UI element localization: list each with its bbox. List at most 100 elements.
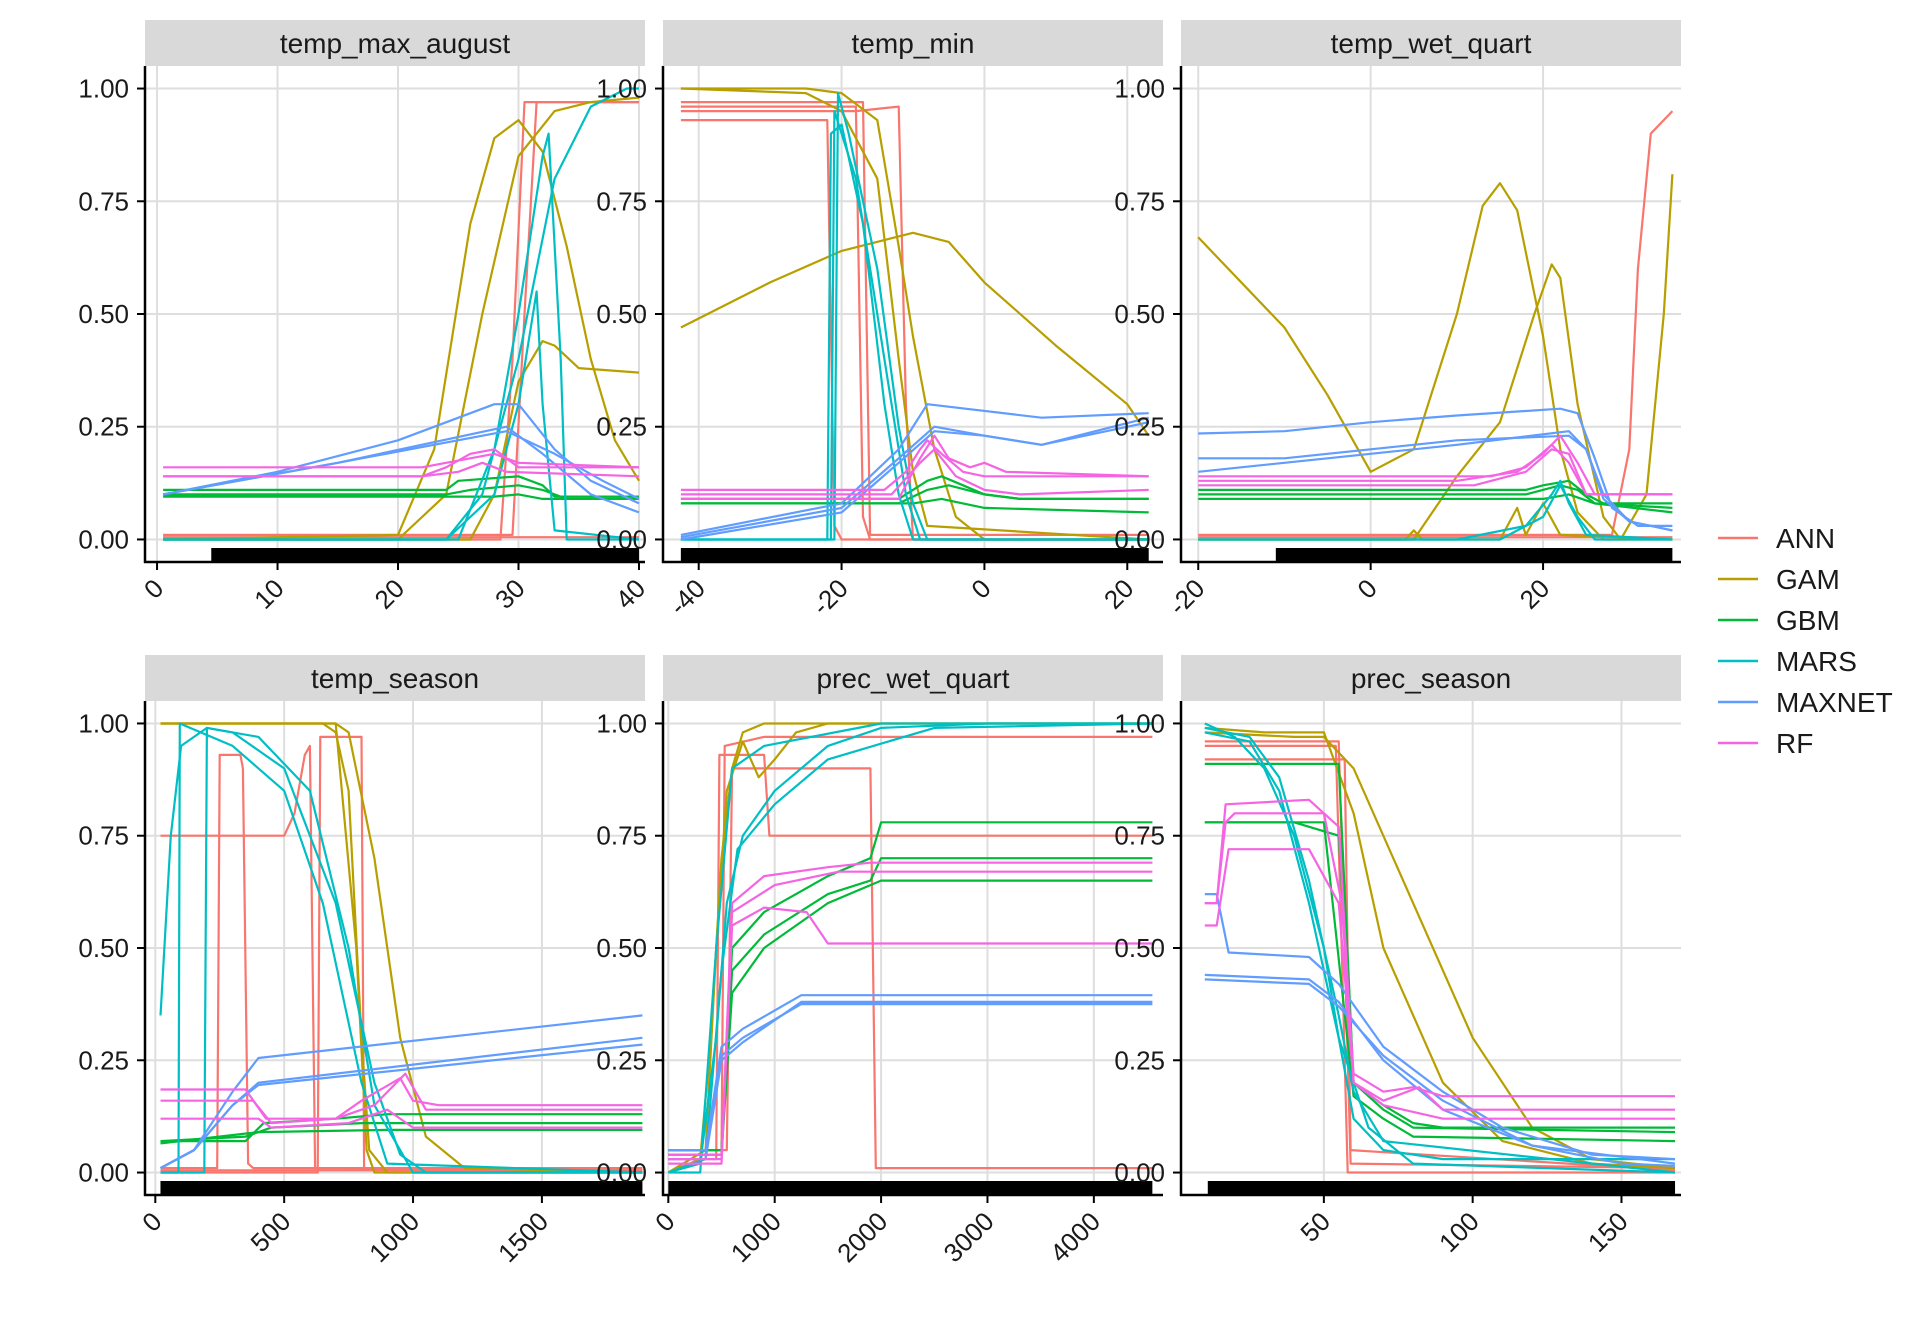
x-tick-label: 10	[248, 573, 290, 615]
grid	[1181, 701, 1681, 1195]
y-tick-label: 0.25	[78, 1045, 129, 1075]
series-line-maxnet	[1204, 893, 1676, 1161]
series-line-rf	[163, 461, 640, 478]
series-line-rf	[1204, 848, 1675, 1111]
facet-panel: temp_season 0.00 0.25 0.50 0.75 1.00 0 500 1000 1…	[78, 655, 645, 1268]
series-lines	[162, 87, 640, 541]
facet-panels: temp_max_august 0.00 0.25 0.50 0.75 1.00 0 10 20…	[78, 20, 1681, 1268]
x-tick-label: 500	[245, 1206, 297, 1258]
facet-panel: temp_max_august 0.00 0.25 0.50 0.75 1.00 0 10 20…	[78, 20, 651, 615]
x-tick-label: 3000	[938, 1206, 1000, 1268]
y-tick-label: 0.25	[78, 412, 129, 442]
facet-title: prec_wet_quart	[816, 663, 1009, 694]
legend-item: MAXNET	[1718, 687, 1893, 718]
legend-item: GAM	[1718, 564, 1840, 595]
rug-marks	[668, 1181, 1153, 1194]
y-tick-label: 0.75	[1114, 186, 1165, 216]
series-line-gam	[1204, 726, 1676, 1170]
series-line-mars	[680, 92, 1149, 541]
y-tick-label: 0.75	[78, 186, 129, 216]
x-tick-label: 0	[138, 573, 169, 604]
x-tick-label: 0	[136, 1206, 167, 1237]
series-line-gam	[163, 96, 640, 541]
series-line-mars	[668, 722, 1153, 1174]
y-tick-label: 1.00	[596, 74, 647, 104]
series-line-gbm	[160, 1122, 643, 1143]
grid	[145, 66, 645, 562]
x-tick-label: 20	[1098, 573, 1140, 615]
y-tick-label: 0.00	[596, 524, 647, 554]
series-line-gbm	[163, 475, 639, 498]
series-line-gbm	[1204, 821, 1676, 1143]
x-tick-label: 20	[369, 573, 411, 615]
legend-label: GAM	[1776, 564, 1840, 595]
series-line-ann	[160, 735, 643, 1174]
series-line-mars	[163, 132, 639, 541]
series-line-maxnet	[1204, 973, 1676, 1167]
series-line-rf	[680, 434, 1149, 500]
series-line-ann	[160, 744, 643, 1172]
legend-label: GBM	[1776, 605, 1840, 636]
rug	[1275, 548, 1673, 561]
x-tick-label: 30	[489, 573, 531, 615]
x-tick-label: -40	[663, 573, 711, 621]
legend-item: MARS	[1718, 646, 1857, 677]
series-line-mars	[680, 110, 1149, 541]
series-line-maxnet	[668, 994, 1153, 1152]
rug-marks	[1275, 548, 1673, 561]
x-tick-label: 50	[1294, 1206, 1336, 1248]
series-lines	[1197, 110, 1674, 541]
legend-item: ANN	[1718, 523, 1835, 554]
facet-panel: prec_season 0.00 0.25 0.50 0.75 1.00 50 100 150	[1114, 655, 1681, 1258]
series-line-maxnet	[1198, 430, 1673, 532]
facet-title: temp_wet_quart	[1331, 28, 1532, 59]
x-tick-label: 150	[1582, 1206, 1634, 1258]
y-tick-label: 1.00	[78, 74, 129, 104]
series-line-gbm	[1198, 493, 1673, 514]
y-tick-label: 0.00	[1114, 524, 1165, 554]
legend-label: ANN	[1776, 523, 1835, 554]
facet-title: temp_season	[311, 663, 479, 694]
y-tick-label: 0.50	[78, 299, 129, 329]
rug	[1207, 1181, 1676, 1194]
x-tick-label: 0	[649, 1206, 680, 1237]
x-tick-label: 2000	[831, 1206, 893, 1268]
y-tick-label: 0.75	[596, 821, 647, 851]
legend-item: RF	[1718, 728, 1813, 759]
series-line-maxnet	[668, 1003, 1153, 1156]
facet-panel: temp_wet_quart 0.00 0.25 0.50 0.75 1.00 -20 0 20	[1114, 20, 1681, 621]
legend: ANN GAM GBM MARS MAXNET RF	[1718, 523, 1893, 759]
series-line-ann	[668, 767, 1153, 1170]
grid	[663, 701, 1163, 1195]
x-tick-label: 1000	[363, 1206, 425, 1268]
x-tick-label: 1500	[492, 1206, 554, 1268]
series-line-mars	[159, 726, 643, 1174]
series-line-gam	[680, 231, 1150, 437]
series-line-ann	[668, 753, 1153, 1161]
series-line-ann	[1198, 110, 1674, 536]
series-line-rf	[668, 906, 1153, 1165]
y-tick-label: 0.75	[596, 186, 647, 216]
x-tick-label: 20	[1514, 573, 1556, 615]
series-line-gbm	[163, 493, 639, 500]
y-tick-label: 0.00	[1114, 1158, 1165, 1188]
y-tick-label: 0.75	[78, 821, 129, 851]
x-tick-label: 0	[965, 573, 996, 604]
series-line-rf	[160, 1108, 643, 1129]
series-line-ann	[163, 101, 639, 536]
facet-title: temp_min	[852, 28, 975, 59]
series-line-rf	[160, 1077, 643, 1120]
rug-marks	[160, 1181, 643, 1194]
series-lines	[667, 722, 1153, 1174]
series-line-mars	[160, 722, 643, 1174]
series-line-gam	[163, 119, 640, 541]
series-line-maxnet	[680, 403, 1149, 536]
y-tick-label: 0.25	[596, 1045, 647, 1075]
series-line-maxnet	[680, 421, 1149, 541]
legend-label: RF	[1776, 728, 1813, 759]
series-line-maxnet	[1198, 434, 1673, 532]
series-line-rf	[680, 448, 1149, 496]
rug-marks	[680, 548, 1149, 561]
y-tick-label: 0.50	[1114, 299, 1165, 329]
y-tick-label: 0.50	[596, 299, 647, 329]
